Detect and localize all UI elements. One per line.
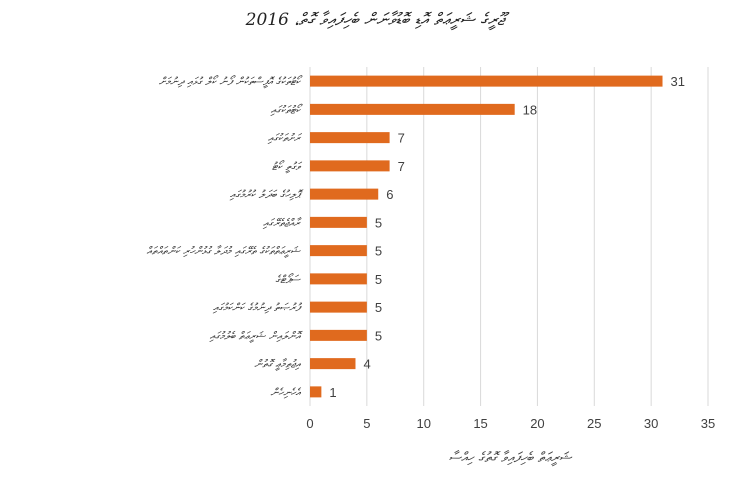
bar	[310, 329, 367, 341]
data-label: 5	[375, 215, 382, 230]
x-tick-label: 35	[701, 416, 715, 431]
category-label: އިޖުތިމާޢީ ގޮތުން	[254, 358, 301, 372]
x-tick-label: 25	[587, 416, 601, 431]
data-label: 4	[363, 357, 370, 372]
category-label: ރަށުތަކުގައި	[267, 132, 303, 145]
category-label: ރާއްޖެތެރޭގައި	[262, 216, 302, 229]
bar	[310, 273, 367, 285]
bar	[310, 245, 367, 257]
bar	[310, 160, 390, 172]
x-tick-label: 30	[644, 416, 658, 431]
x-tick-label: 5	[363, 416, 370, 431]
bar	[310, 188, 379, 200]
category-label: އެހެނިހެން	[270, 386, 302, 399]
bar	[310, 216, 367, 228]
data-label: 31	[671, 74, 685, 89]
data-label: 5	[375, 300, 382, 315]
category-label: އޮންލައިން ޝަރީޢަތް ބެލުމުގައި	[209, 329, 303, 343]
chart-title: ޖޫރީގެ ޝަރީޢަތް އޮޑި ބޮޑުވާނަން ބެހިފައި…	[245, 10, 505, 30]
bar	[310, 386, 322, 398]
bar	[310, 358, 356, 370]
bar	[310, 301, 367, 313]
data-label: 1	[329, 385, 336, 400]
category-label: ސަޕޯޓްގެ	[275, 273, 301, 286]
category-label: ވަގުތީ ކޯޓު	[272, 160, 303, 174]
category-label: ފުރުޞަތު ދިނުމުގެ ކަންކަމުގައި	[212, 301, 302, 314]
bar	[310, 132, 390, 144]
category-label: ޕޮލިހުގެ ބަދަލު ކުރުމުގައި	[229, 188, 304, 201]
bar	[310, 75, 663, 87]
x-tick-label: 15	[473, 416, 487, 431]
x-tick-label: 20	[530, 416, 544, 431]
data-label: 18	[523, 102, 537, 117]
data-label: 6	[386, 187, 393, 202]
data-label: 7	[398, 131, 405, 146]
data-label: 5	[375, 272, 382, 287]
category-label: ކޯޓުތަކުގެ އޮފީސްތަކުން ފޯނު ކޯލް ގުޅައި…	[159, 75, 303, 89]
x-axis-label: ޝަރީޢަތް ބެހިފައިވާ ގޮތުގެ ހިއްސާ	[448, 450, 572, 466]
data-label: 5	[375, 328, 382, 343]
category-label: ކޯޓުތަކުގައި	[270, 103, 303, 116]
category-label: ޝަރީޢަތްތަކުގެ ތެރޭގައި މުދަލާ ގުޅުންހުރ…	[146, 245, 301, 259]
x-tick-label: 0	[306, 416, 313, 431]
data-label: 5	[375, 244, 382, 259]
x-tick-label: 10	[416, 416, 430, 431]
bar	[310, 103, 515, 115]
data-label: 7	[398, 159, 405, 174]
